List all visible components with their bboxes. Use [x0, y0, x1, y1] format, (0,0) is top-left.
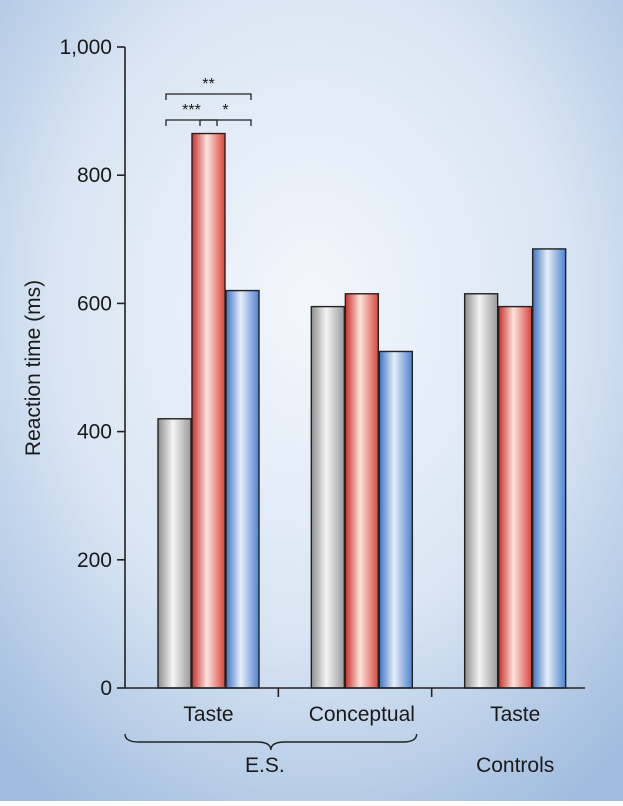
group-label: Controls — [476, 754, 554, 777]
y-tick-label: 1,000 — [59, 36, 112, 59]
bar — [531, 248, 567, 689]
bar — [157, 418, 192, 689]
group-brace — [124, 733, 418, 751]
x-category-label: Taste — [183, 703, 233, 726]
significance-bracket — [165, 93, 252, 100]
y-tick-label: 400 — [77, 421, 112, 444]
y-tick-label: 0 — [100, 677, 112, 700]
bar — [191, 132, 226, 689]
x-category-label: Conceptual — [309, 703, 415, 726]
bar — [344, 293, 380, 689]
y-tick-label: 800 — [77, 164, 112, 187]
bar — [463, 293, 499, 689]
x-axis: Taste Conceptual Taste E.S. Controls — [124, 687, 585, 777]
significance-label: ** — [202, 76, 214, 93]
y-tick-label: 600 — [77, 292, 112, 315]
y-axis: 0 200 400 600 800 1,000 — [59, 36, 126, 700]
significance-bracket — [165, 119, 218, 126]
x-category-label: Taste — [490, 703, 540, 726]
y-axis-label: Reaction time (ms) — [22, 280, 45, 456]
bar — [310, 305, 346, 689]
bar — [497, 305, 533, 689]
y-tick-label: 200 — [77, 549, 112, 572]
significance-label: *** — [182, 102, 201, 119]
bar — [225, 289, 260, 689]
significance-annotations: ***** * — [165, 76, 252, 126]
bar — [378, 350, 414, 689]
significance-label: * — [222, 102, 228, 119]
significance-bracket — [199, 119, 252, 126]
group-label: E.S. — [245, 754, 285, 777]
